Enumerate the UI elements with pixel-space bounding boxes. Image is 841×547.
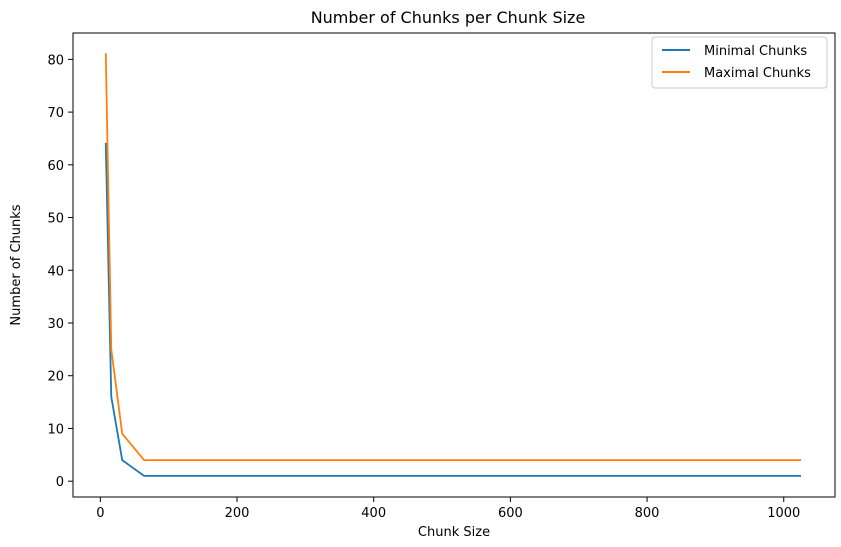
x-tick-label: 1000 bbox=[767, 506, 800, 521]
x-tick-label: 800 bbox=[635, 506, 660, 521]
y-axis: 0 10 20 30 40 50 60 70 80 bbox=[47, 53, 73, 490]
legend: Minimal Chunks Maximal Chunks bbox=[651, 36, 828, 89]
legend-box bbox=[651, 36, 828, 89]
x-tick-label: 400 bbox=[361, 506, 386, 521]
chart-title: Number of Chunks per Chunk Size bbox=[311, 8, 586, 27]
y-tick-label: 10 bbox=[47, 422, 64, 437]
x-tick-label: 600 bbox=[498, 506, 523, 521]
x-axis-label: Chunk Size bbox=[418, 525, 490, 540]
plot-area bbox=[73, 33, 835, 497]
legend-label-minimal: Minimal Chunks bbox=[704, 44, 807, 59]
y-tick-label: 0 bbox=[56, 475, 64, 490]
legend-label-maximal: Maximal Chunks bbox=[704, 66, 811, 81]
y-tick-label: 20 bbox=[47, 370, 64, 385]
series-line-minimal bbox=[104, 142, 802, 477]
y-axis-label: Number of Chunks bbox=[9, 204, 24, 325]
x-tick-label: 0 bbox=[96, 506, 104, 521]
plot-frame bbox=[72, 32, 836, 498]
y-tick-label: 40 bbox=[47, 264, 64, 279]
y-tick-label: 50 bbox=[47, 212, 64, 227]
series-layer bbox=[104, 53, 802, 477]
series-line-maximal bbox=[104, 53, 802, 461]
y-tick-label: 80 bbox=[47, 53, 64, 68]
y-tick-label: 70 bbox=[47, 106, 64, 121]
y-tick-label: 30 bbox=[47, 317, 64, 332]
y-tick-label: 60 bbox=[47, 159, 64, 174]
x-axis: 0 200 400 600 800 1000 bbox=[96, 497, 800, 521]
x-tick-label: 200 bbox=[225, 506, 250, 521]
